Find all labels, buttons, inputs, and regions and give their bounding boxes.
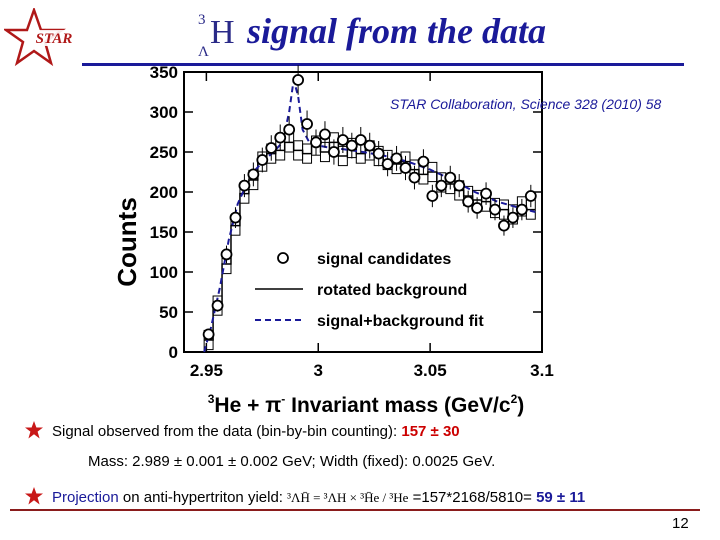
data-point <box>372 147 385 160</box>
fit-curve <box>203 79 536 353</box>
data-point <box>220 248 233 261</box>
hypertriton-symbol: 3 Λ H <box>196 12 235 60</box>
data-point <box>202 328 215 341</box>
mass-number: 3 <box>198 12 206 28</box>
data-point <box>399 162 412 174</box>
projection-text: on anti-hypertriton yield: <box>118 489 288 506</box>
bullet-mass-width: Mass: 2.989 ± 0.001 ± 0.002 GeV; Width (… <box>88 453 496 470</box>
data-point <box>515 203 528 216</box>
data-point <box>363 139 376 152</box>
invariant-mass-chart: 0 50 100 150 200 250 300 350 2.95 3 3.05 3.1 signal… <box>112 63 554 417</box>
projected-yield-value: 59 ± 11 <box>536 489 586 506</box>
y-tick-label: 350 <box>150 63 178 82</box>
data-point <box>310 136 322 149</box>
data-point <box>238 179 251 192</box>
data-point <box>435 179 448 192</box>
star-logo-text: STAR <box>36 31 73 47</box>
data-point <box>211 299 224 312</box>
xlabel-rest: Invariant mass (GeV/c <box>285 394 511 417</box>
data-point <box>524 190 537 202</box>
xlabel-mass-number: 3 <box>208 392 215 406</box>
data-point <box>283 123 296 136</box>
y-tick-label: 200 <box>150 183 178 202</box>
signal-count-value: 157 ± 30 <box>401 423 460 440</box>
xlabel-close: ) <box>517 394 524 417</box>
bullet-projection: Projection on anti-hypertriton yield: ³Λ… <box>24 486 585 506</box>
x-tick-label: 3 <box>314 361 323 380</box>
red-star-bullet-icon <box>25 487 43 505</box>
xlabel-charge: - <box>281 392 285 406</box>
y-tick-label: 150 <box>150 223 178 242</box>
y-tick-label: 250 <box>150 143 178 162</box>
legend-label: signal candidates <box>317 251 451 268</box>
data-point <box>480 187 492 200</box>
data-point <box>336 134 349 146</box>
data-point <box>381 158 394 170</box>
y-tick-label: 100 <box>150 263 178 282</box>
reference-citation: STAR Collaboration, Science 328 (2010) 5… <box>390 96 662 112</box>
legend-label: rotated background <box>317 282 467 299</box>
data-point <box>319 128 331 141</box>
chart-axes: 0 50 100 150 200 250 300 350 2.95 3 3.05 3.1 <box>150 63 554 380</box>
yield-formula: ³ΛH̄ = ³ΛH × ³H̄e / ³He <box>287 490 409 505</box>
x-tick-label: 3.1 <box>530 361 554 380</box>
page-number: 12 <box>672 515 689 532</box>
red-star-bullet-icon <box>25 421 43 439</box>
star-logo: STAR <box>4 8 78 67</box>
legend-label: signal+background fit <box>317 313 484 330</box>
data-point <box>462 195 475 208</box>
footer-rule <box>10 509 700 511</box>
data-point <box>408 171 421 184</box>
bullet-signal: Signal observed from the data (bin-by-bi… <box>24 420 460 440</box>
data-point <box>229 211 242 224</box>
data-point <box>444 171 457 184</box>
data-point <box>265 142 278 154</box>
y-axis-label: Counts <box>112 197 142 287</box>
data-point <box>292 74 305 86</box>
background-error-box <box>427 161 438 183</box>
data-point <box>417 155 430 168</box>
bullet-signal-text: Signal observed from the data (bin-by-bi… <box>52 423 402 440</box>
data-point <box>247 168 260 181</box>
data-point <box>301 118 313 130</box>
legend-circle-marker <box>277 252 289 264</box>
title-underline <box>82 63 684 66</box>
data-point <box>507 211 519 224</box>
xlabel-main: He + π <box>214 394 281 417</box>
x-tick-label: 2.95 <box>190 361 223 380</box>
plot-frame <box>183 71 543 353</box>
data-point <box>471 202 484 214</box>
data-point <box>274 131 287 144</box>
x-tick-label: 3.05 <box>414 361 447 380</box>
projection-label: Projection <box>52 489 119 506</box>
data-point <box>489 203 501 216</box>
title-text: signal from the data <box>247 11 547 51</box>
data-point <box>498 219 510 232</box>
y-tick-label: 300 <box>150 103 178 122</box>
data-point <box>390 152 403 165</box>
element-symbol: H <box>210 14 235 51</box>
data-point <box>453 179 466 192</box>
data-point <box>345 139 358 152</box>
data-point <box>256 154 269 166</box>
data-point <box>426 190 439 202</box>
chart-legend: signal candidates rotated background signa… <box>255 251 484 330</box>
y-tick-label: 50 <box>159 303 178 322</box>
data-point <box>328 146 340 158</box>
xlabel-power: 2 <box>511 392 518 406</box>
hyperon-subscript: Λ <box>198 44 209 60</box>
data-point <box>354 134 367 146</box>
x-axis-label: 3He + π- Invariant mass (GeV/c2) <box>208 392 525 417</box>
slide-title: 3 Λ H signal from the data <box>196 10 546 60</box>
signal-candidate-points <box>202 65 537 341</box>
fit-line <box>203 79 536 353</box>
y-tick-label: 0 <box>169 343 178 362</box>
projection-calc: =157*2168/5810= <box>408 489 537 506</box>
